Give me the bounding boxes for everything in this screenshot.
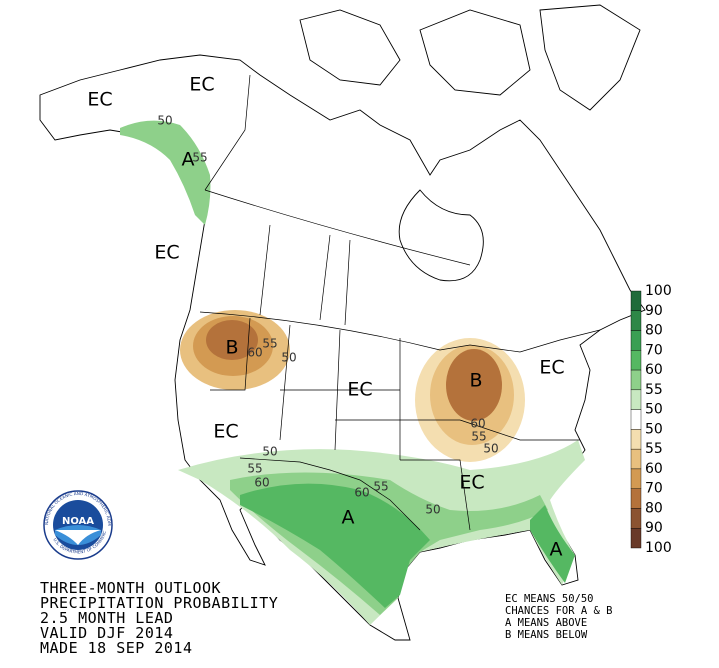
region-label: A <box>342 507 355 529</box>
region-label: B <box>225 337 238 359</box>
legend-swatch <box>630 350 642 371</box>
legend-swatch <box>630 389 642 410</box>
us-mexico-border <box>239 457 421 531</box>
contour-label: 60 <box>470 417 485 431</box>
note-line: CHANCES FOR A & B <box>505 605 612 617</box>
legend-swatch <box>630 468 642 489</box>
legend-swatch <box>630 310 642 331</box>
province-border <box>259 224 351 326</box>
contour-label: 50 <box>281 351 296 365</box>
contour-label: 60 <box>247 346 262 360</box>
note-line: EC MEANS 50/50 <box>505 593 594 605</box>
above-60 <box>240 483 430 608</box>
legend-swatch <box>630 448 642 470</box>
legend-label: 100 <box>645 283 672 299</box>
contour-label: 55 <box>373 480 388 494</box>
legend-label: 70 <box>645 481 663 497</box>
legend-label: 50 <box>645 402 663 418</box>
legend-swatch <box>630 290 642 311</box>
legend-swatch <box>630 409 642 430</box>
legend: 100 90 80 70 60 55 50 50 55 60 70 80 90 100 <box>630 283 672 556</box>
legend-label: 60 <box>645 362 663 378</box>
region-label: EC <box>539 357 564 379</box>
legend-label: 60 <box>645 461 663 477</box>
state-border <box>210 317 580 531</box>
region-label: EC <box>189 74 214 96</box>
title-line: MADE 18 SEP 2014 <box>40 639 193 657</box>
us-canada-border <box>199 311 601 353</box>
borders <box>199 74 601 531</box>
contour-label: 55 <box>192 151 207 165</box>
region-label: A <box>182 149 195 171</box>
legend-swatch <box>630 429 642 450</box>
above-florida <box>530 505 575 583</box>
logo-bird <box>55 530 101 545</box>
province-border <box>204 189 471 266</box>
below-nw-60 <box>206 320 258 360</box>
contour-label: 50 <box>262 445 277 459</box>
probability-areas <box>120 120 585 625</box>
legend-swatch <box>630 369 642 391</box>
below-gl-60 <box>446 349 502 421</box>
legend-label: 90 <box>645 520 663 536</box>
contour-label: 60 <box>254 476 269 490</box>
contour-label: 55 <box>247 462 262 476</box>
legend-label: 55 <box>645 441 663 457</box>
region-label: EC <box>154 242 179 264</box>
legend-label: 80 <box>645 323 663 339</box>
contour-label: 55 <box>471 430 486 444</box>
region-label: EC <box>213 421 238 443</box>
legend-label: 80 <box>645 500 663 516</box>
greenland <box>539 4 641 111</box>
contour-label: 55 <box>262 337 277 351</box>
contour-label: 50 <box>483 442 498 456</box>
above-alaska <box>120 120 211 225</box>
note-line: A MEANS ABOVE <box>505 617 587 629</box>
contour-label: 60 <box>354 486 369 500</box>
legend-label: 90 <box>645 303 663 319</box>
legend-label: 100 <box>645 540 672 556</box>
alaska-border <box>204 74 251 191</box>
arctic-island <box>299 9 401 86</box>
hudson-bay <box>398 189 484 282</box>
region-label: EC <box>459 472 484 494</box>
legend-swatch <box>630 488 642 509</box>
legend-label: 70 <box>645 342 663 358</box>
region-label: B <box>469 370 482 392</box>
logo-text: NOAA <box>62 516 94 527</box>
region-label: A <box>550 539 563 561</box>
title-line: PRECIPITATION PROBABILITY <box>40 594 278 612</box>
legend-label: 55 <box>645 382 663 398</box>
note-line: B MEANS BELOW <box>505 629 588 641</box>
arctic-island <box>419 9 531 96</box>
title-line: VALID DJF 2014 <box>40 624 173 642</box>
legend-swatch <box>630 528 642 549</box>
legend-swatch <box>630 508 642 529</box>
region-label: EC <box>347 379 372 401</box>
title-line: THREE-MONTH OUTLOOK <box>40 579 221 597</box>
legend-label: 50 <box>645 421 663 437</box>
contour-label: 50 <box>425 503 440 517</box>
legend-swatch <box>630 330 642 351</box>
title-line: 2.5 MONTH LEAD <box>40 609 173 627</box>
contour-label: 50 <box>157 114 172 128</box>
region-label: EC <box>87 89 112 111</box>
